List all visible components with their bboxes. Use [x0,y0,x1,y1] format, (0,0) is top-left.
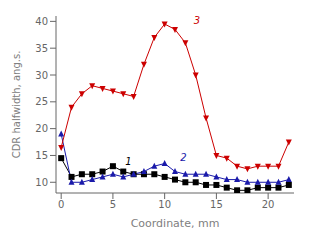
svg-text:10: 10 [35,177,48,188]
svg-text:20: 20 [35,123,48,134]
svg-text:40: 40 [35,16,48,27]
svg-text:35: 35 [35,43,48,54]
svg-text:30: 30 [35,70,48,81]
svg-text:3: 3 [194,15,200,26]
svg-text:20: 20 [262,199,275,210]
svg-text:1: 1 [125,156,131,167]
svg-text:2: 2 [180,152,186,163]
svg-text:15: 15 [35,150,48,161]
svg-text:5: 5 [110,199,116,210]
svg-text:CDR halfwidth, ang.s.: CDR halfwidth, ang.s. [11,51,22,159]
svg-text:25: 25 [35,96,48,107]
svg-text:15: 15 [210,199,223,210]
svg-text:Coordinate, mm: Coordinate, mm [131,217,220,230]
svg-text:10: 10 [158,199,171,210]
svg-text:0: 0 [58,199,64,210]
